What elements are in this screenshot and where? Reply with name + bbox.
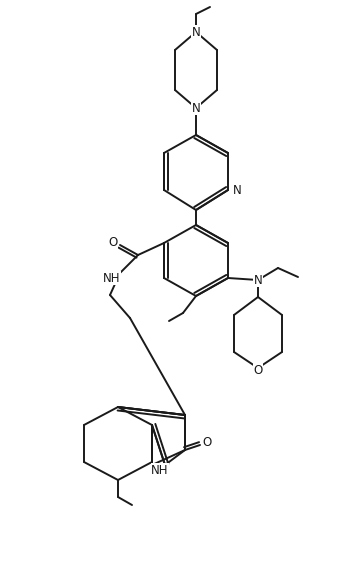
Text: N: N <box>192 26 200 39</box>
Text: N: N <box>233 183 241 196</box>
Text: NH: NH <box>103 271 121 284</box>
Text: O: O <box>108 237 118 250</box>
Text: O: O <box>253 363 263 376</box>
Text: NH: NH <box>151 464 169 476</box>
Text: N: N <box>192 101 200 114</box>
Text: N: N <box>253 274 262 287</box>
Text: O: O <box>202 437 212 449</box>
